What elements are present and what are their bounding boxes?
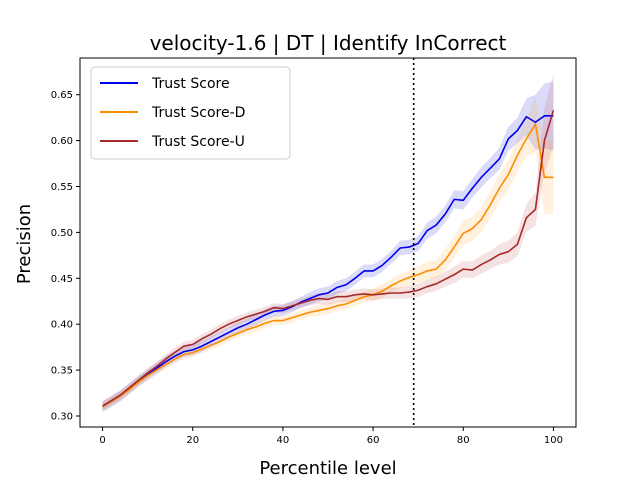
plot-content xyxy=(102,58,555,427)
y-tick-label: 0.35 xyxy=(51,366,73,377)
legend: Trust Score Trust Score-D Trust Score-U xyxy=(90,66,291,160)
axes-frame xyxy=(79,57,577,428)
series-band-2 xyxy=(102,73,554,411)
series-band-0 xyxy=(102,80,554,413)
x-axis-label: Percentile level xyxy=(259,458,396,479)
y-tick-label: 0.30 xyxy=(51,411,73,422)
legend-box xyxy=(90,66,291,160)
series-line-2 xyxy=(102,110,555,407)
legend-label-1: Trust Score-D xyxy=(151,105,245,121)
y-tick-label: 0.65 xyxy=(51,90,73,101)
series-line-0 xyxy=(102,115,554,408)
chart-title: velocity-1.6 | DT | Identify InCorrect xyxy=(150,31,507,55)
plot-area: 0 20 40 60 80 100 0.30 0.35 0.40 0.45 0.50 0.55 0.60… xyxy=(51,57,577,446)
series-band-1 xyxy=(102,96,554,412)
y-tick-label: 0.50 xyxy=(51,228,73,239)
x-tick-label: 20 xyxy=(186,435,199,446)
x-tick-label: 40 xyxy=(277,435,290,446)
x-tick-label: 0 xyxy=(99,435,105,446)
y-axis-label: Precision xyxy=(14,204,35,284)
y-tick-label: 0.60 xyxy=(51,136,73,147)
y-tick-label: 0.40 xyxy=(51,320,73,331)
y-tick-label: 0.45 xyxy=(51,274,73,285)
legend-label-2: Trust Score-U xyxy=(151,134,245,150)
series-line-1 xyxy=(102,123,554,408)
legend-label-0: Trust Score xyxy=(151,76,230,92)
x-tick-label: 80 xyxy=(457,435,470,446)
y-tick-label: 0.55 xyxy=(51,182,73,193)
x-tick-label: 100 xyxy=(544,435,563,446)
x-tick-label: 60 xyxy=(367,435,380,446)
